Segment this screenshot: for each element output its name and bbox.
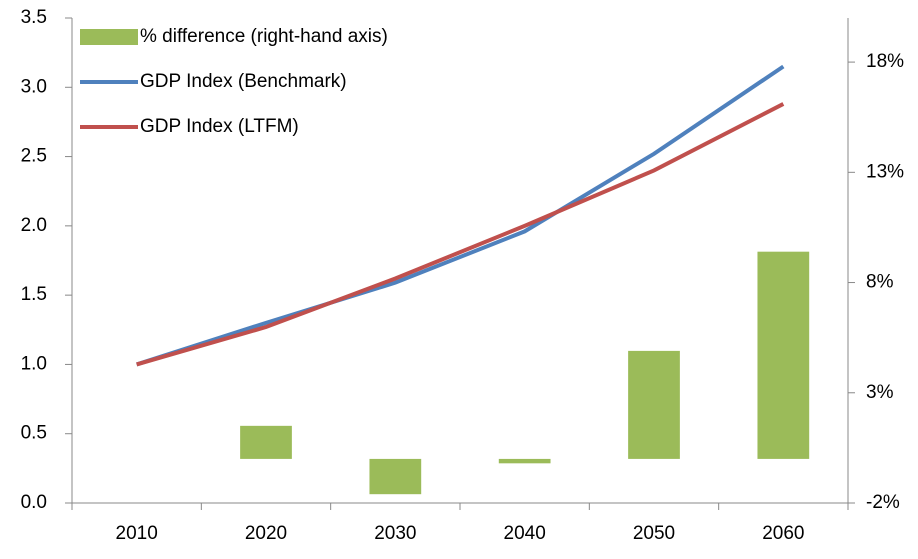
legend-swatch (80, 29, 138, 45)
bar (369, 458, 422, 495)
bar (628, 350, 680, 459)
y2-tick-label: 13% (866, 161, 904, 182)
y2-tick-label: 8% (866, 272, 894, 293)
x-tick-label: 2050 (633, 523, 675, 544)
y2-tick-label: 3% (866, 382, 894, 403)
bar (757, 251, 810, 459)
legend-label: GDP Index (Benchmark) (140, 71, 347, 92)
x-tick-label: 2040 (504, 523, 546, 544)
x-tick-label: 2020 (245, 523, 287, 544)
y-tick-label: 3.0 (21, 76, 47, 97)
y-tick-label: 1.0 (21, 353, 47, 374)
y-tick-label: 3.5 (21, 7, 47, 28)
bar (240, 425, 292, 459)
line (136, 102, 785, 367)
y-tick-label: 2.0 (21, 215, 47, 236)
legend-label: % difference (right-hand axis) (140, 26, 388, 47)
legend-label: GDP Index (LTFM) (140, 116, 299, 137)
y-tick-label: 1.5 (21, 284, 47, 305)
x-tick-label: 2060 (762, 523, 804, 544)
line (136, 64, 785, 367)
bar (498, 458, 551, 464)
x-tick-label: 2030 (374, 523, 416, 544)
y-tick-label: 2.5 (21, 146, 47, 167)
x-tick-label: 2010 (116, 523, 158, 544)
y-tick-label: 0.0 (21, 492, 47, 513)
y-tick-label: 0.5 (21, 423, 47, 444)
y2-tick-label: -2% (866, 492, 900, 513)
y2-tick-label: 18% (866, 51, 904, 72)
